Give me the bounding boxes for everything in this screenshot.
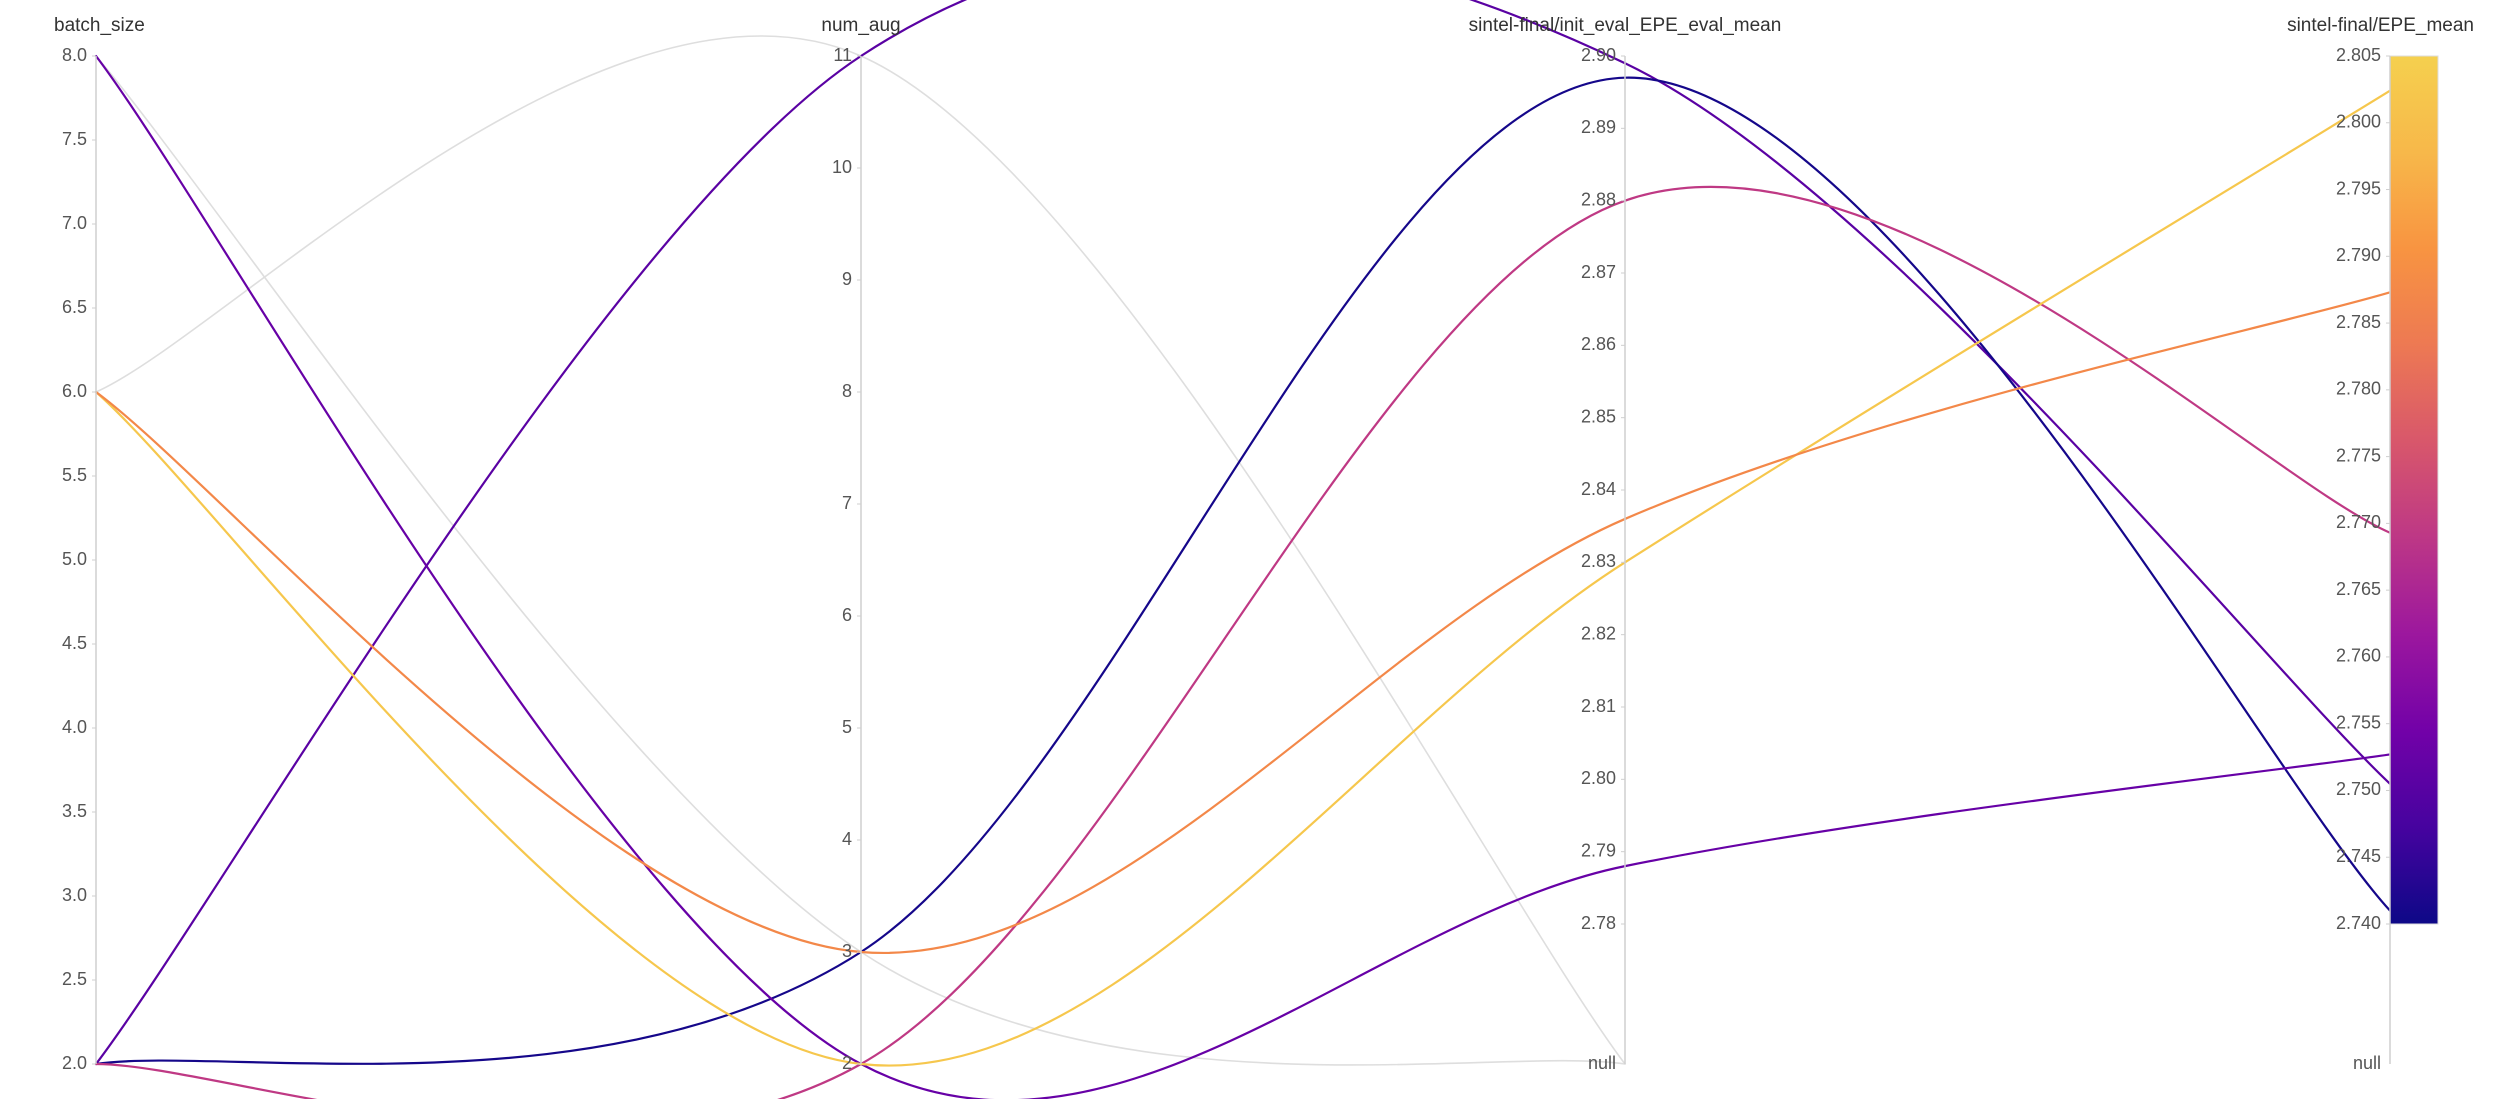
- run-line: [95, 35, 1626, 1065]
- tick-label: 2.84: [1581, 479, 1616, 499]
- tick-label: 2.795: [2336, 178, 2381, 198]
- tick-label: 2.88: [1581, 189, 1616, 209]
- tick-label: 2.86: [1581, 334, 1616, 354]
- tick-label: 2.745: [2336, 846, 2381, 866]
- tick-label: 3.0: [62, 885, 87, 905]
- tick-label: 7.0: [62, 213, 87, 233]
- tick-label: 2.780: [2336, 379, 2381, 399]
- run-line: [94, 185, 2392, 1099]
- tick-label: 2.87: [1581, 262, 1616, 282]
- tick-label: 2.0: [62, 1053, 87, 1073]
- axis-title: sintel-final/init_eval_EPE_eval_mean: [1469, 15, 1782, 36]
- axis-title: sintel-final/EPE_mean: [2287, 15, 2474, 36]
- null-label: null: [1588, 1053, 1616, 1073]
- tick-label: 8: [842, 381, 852, 401]
- tick-label: 2.79: [1581, 840, 1616, 860]
- null-label: null: [2353, 1053, 2381, 1073]
- run-line: [94, 0, 2392, 1066]
- tick-label: 2.740: [2336, 913, 2381, 933]
- tick-label: 11: [833, 45, 852, 65]
- tick-label: 10: [832, 157, 852, 177]
- tick-label: 3.5: [62, 801, 87, 821]
- tick-label: 2.89: [1581, 117, 1616, 137]
- tick-label: 2.775: [2336, 445, 2381, 465]
- tick-label: 5.5: [62, 465, 87, 485]
- tick-label: 7: [842, 493, 852, 513]
- tick-label: 2.750: [2336, 779, 2381, 799]
- runs: [94, 0, 2392, 1099]
- tick-label: 6.5: [62, 297, 87, 317]
- tick-label: 4.0: [62, 717, 87, 737]
- tick-label: 2.790: [2336, 245, 2381, 265]
- tick-label: 2.760: [2336, 646, 2381, 666]
- tick-label: 2.85: [1581, 406, 1616, 426]
- tick-label: 2.78: [1581, 913, 1616, 933]
- tick-label: 4.5: [62, 633, 87, 653]
- tick-label: 2.83: [1581, 551, 1616, 571]
- tick-label: 2.5: [62, 969, 87, 989]
- colorbar: [2389, 55, 2439, 925]
- tick-label: 7.5: [62, 129, 87, 149]
- tick-label: 2.80: [1581, 768, 1616, 788]
- run-line: [94, 89, 2392, 1067]
- run-line: [94, 54, 2392, 1099]
- tick-label: 2: [842, 1053, 852, 1073]
- tick-label: 2.82: [1581, 623, 1616, 643]
- run-line: [95, 55, 1626, 1066]
- run-line: [94, 291, 2392, 955]
- tick-label: 5.0: [62, 549, 87, 569]
- tick-label: 2.81: [1581, 696, 1616, 716]
- tick-label: 8.0: [62, 45, 87, 65]
- tick-label: 2.770: [2336, 512, 2381, 532]
- tick-label: 2.755: [2336, 712, 2381, 732]
- tick-label: 2.785: [2336, 312, 2381, 332]
- tick-label: 6: [842, 605, 852, 625]
- axis-title: num_aug: [821, 15, 900, 36]
- tick-label: 3: [842, 941, 852, 961]
- tick-label: 2.765: [2336, 579, 2381, 599]
- axes: batch_size 2.0 2.5 3.0 3.5 4.0 4.5 5.0 5.5 6.0 6.5…: [54, 15, 2474, 1073]
- tick-label: 2.805: [2336, 45, 2381, 65]
- tick-label: 4: [842, 829, 852, 849]
- tick-label: 2.800: [2336, 112, 2381, 132]
- run-line: [94, 76, 2392, 1066]
- tick-label: 9: [842, 269, 852, 289]
- tick-label: 5: [842, 717, 852, 737]
- tick-label: 6.0: [62, 381, 87, 401]
- tick-label: 2.90: [1581, 45, 1616, 65]
- axis-title: batch_size: [54, 15, 145, 36]
